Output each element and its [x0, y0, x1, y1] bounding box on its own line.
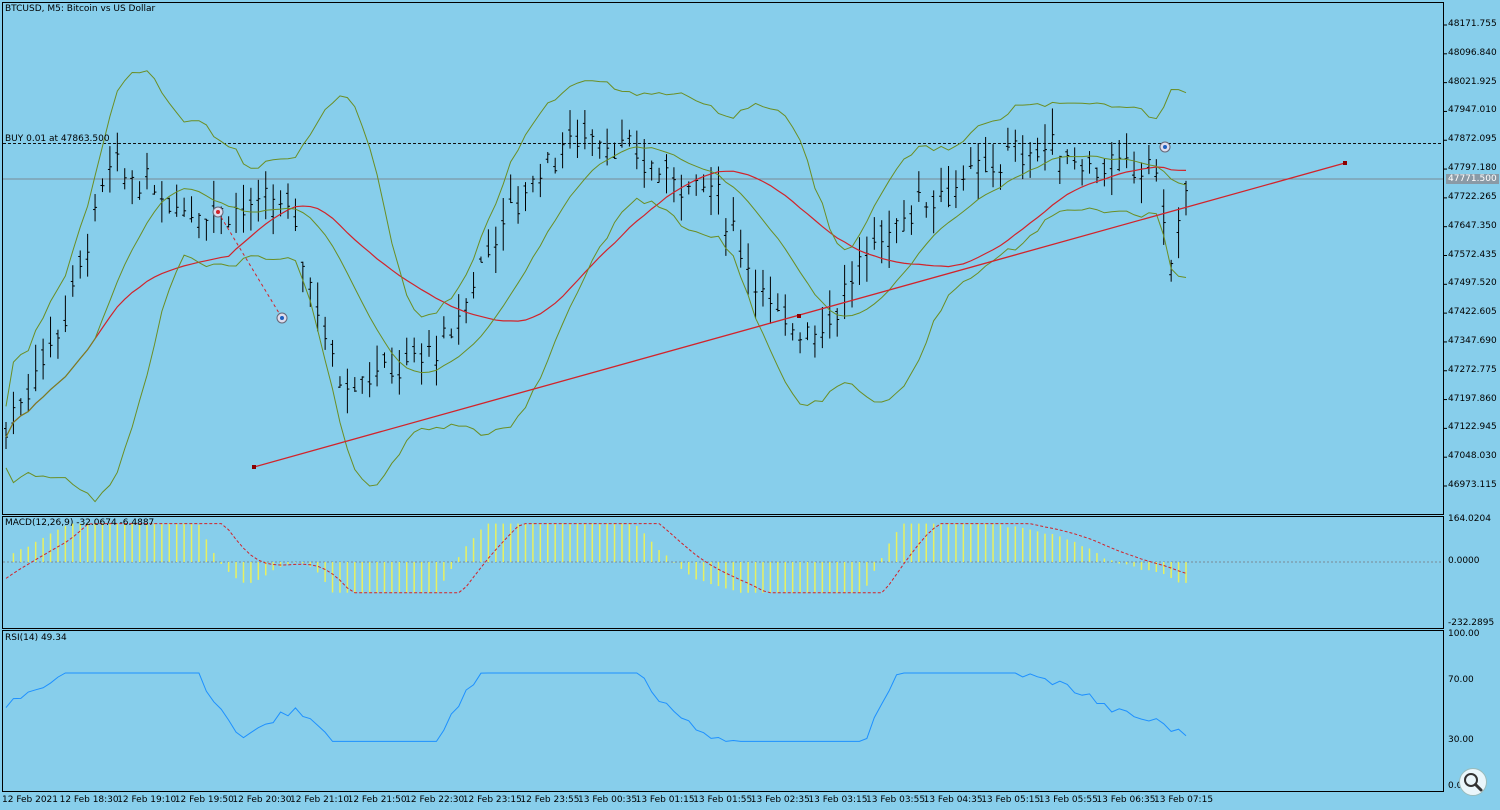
magnifier-icon: [1464, 773, 1483, 792]
time-tick-label: 12 Feb 19:10: [117, 795, 177, 805]
main-chart-pane[interactable]: [2, 2, 1444, 515]
time-tick-label: 12 Feb 19:50: [174, 795, 234, 805]
time-tick-label: 12 Feb 2021: [2, 795, 59, 805]
price-tick-label: 47422.605: [1448, 307, 1497, 318]
price-tick-label: 47122.945: [1448, 422, 1497, 433]
price-tick-label: 47272.775: [1448, 364, 1497, 375]
rsi-tick-label: 30.00: [1448, 735, 1474, 746]
price-tick-label: 47872.095: [1448, 134, 1497, 145]
rsi-tick-label: 70.00: [1448, 674, 1474, 685]
price-tick-label: 47048.030: [1448, 451, 1497, 462]
macd-pane[interactable]: [2, 516, 1444, 629]
price-tick-label: 47572.435: [1448, 249, 1497, 260]
price-tick-label: 47722.265: [1448, 191, 1497, 202]
rsi-line: [5, 672, 1187, 742]
macd-tick-label: 164.0204: [1448, 514, 1491, 524]
price-tick-label: 46973.115: [1448, 480, 1497, 490]
bollinger-lower-band: [5, 197, 1187, 503]
trade-marker-dot: [280, 316, 284, 320]
macd-signal-line: [5, 523, 1187, 594]
trade-connector: [217, 211, 283, 319]
zoom-button[interactable]: [1459, 768, 1487, 796]
macd-tick-label: 0.0000: [1448, 556, 1480, 566]
price-tick-label: 47647.350: [1448, 220, 1497, 231]
time-tick-label: 13 Feb 01:55: [693, 795, 753, 805]
price-tick-label: 47347.690: [1448, 335, 1497, 346]
price-tick-label: 48021.925: [1448, 76, 1497, 87]
price-tick-label: 48096.840: [1448, 47, 1497, 58]
time-tick-label: 12 Feb 20:30: [232, 795, 292, 805]
rsi-tick-label: 100.00: [1448, 629, 1480, 639]
current-price-tag: 47771.500: [1446, 174, 1499, 184]
price-tick-label: 47797.180: [1448, 163, 1497, 174]
moving-average-line: [5, 166, 1187, 438]
trade-marker-dot: [216, 210, 220, 214]
trendline-anchor: [1343, 161, 1347, 165]
time-tick-label: 12 Feb 18:30: [59, 795, 119, 805]
rsi-pane[interactable]: [2, 630, 1444, 792]
time-tick-label: 12 Feb 23:15: [462, 795, 522, 805]
trendline-anchor: [797, 314, 801, 318]
main-chart-title: BTCUSD, M5: Bitcoin vs US Dollar: [5, 4, 156, 14]
macd-tick-label: -232.2895: [1448, 618, 1495, 628]
trendline-anchor: [252, 465, 256, 469]
price-tick-label: 47947.010: [1448, 105, 1497, 116]
time-tick-label: 13 Feb 01:15: [635, 795, 695, 805]
price-tick-label: 47197.860: [1448, 393, 1497, 404]
time-tick-label: 13 Feb 06:35: [1096, 795, 1156, 805]
price-tick-label: 48171.755: [1448, 19, 1497, 29]
trade-marker-dot: [1163, 145, 1167, 149]
time-tick-label: 12 Feb 23:55: [520, 795, 580, 805]
time-tick-label: 13 Feb 05:15: [981, 795, 1041, 805]
order-label: BUY 0.01 at 47863.500: [5, 134, 110, 144]
time-tick-label: 13 Feb 00:35: [578, 795, 638, 805]
bollinger-middle-band: [5, 146, 1187, 438]
time-tick-label: 13 Feb 05:55: [1038, 795, 1098, 805]
macd-title: MACD(12,26,9) -32.0674 -6.4887: [5, 518, 155, 528]
bollinger-upper-band: [5, 70, 1187, 407]
time-tick-label: 13 Feb 03:15: [808, 795, 868, 805]
time-tick-label: 12 Feb 22:30: [405, 795, 465, 805]
time-tick-label: 13 Feb 02:35: [750, 795, 810, 805]
time-tick-label: 12 Feb 21:50: [347, 795, 407, 805]
time-tick-label: 12 Feb 21:10: [290, 795, 350, 805]
rsi-tick-label: 0.00: [1448, 781, 1469, 791]
price-tick-label: 47497.520: [1448, 278, 1497, 289]
rsi-title: RSI(14) 49.34: [5, 633, 67, 643]
time-tick-label: 13 Feb 04:35: [923, 795, 983, 805]
time-tick-label: 13 Feb 07:15: [1154, 795, 1214, 805]
time-tick-label: 13 Feb 03:55: [866, 795, 926, 805]
